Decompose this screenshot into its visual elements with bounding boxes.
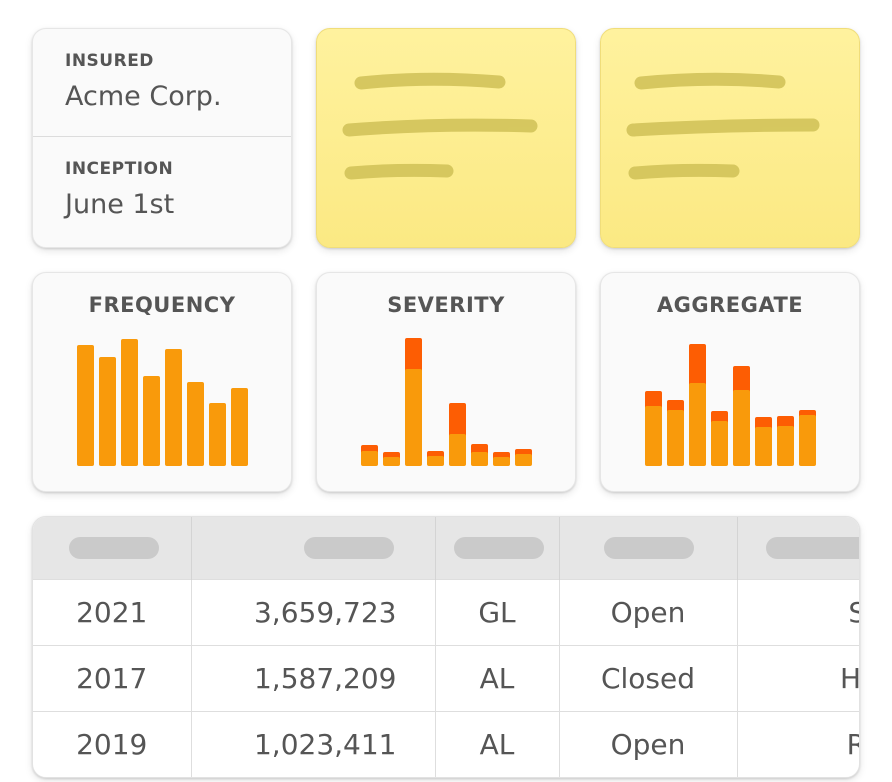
bar-segment-top[interactable] [711, 411, 728, 424]
bar-segment-base[interactable] [405, 369, 422, 466]
bar[interactable] [143, 376, 160, 466]
bar-segment-base[interactable] [645, 406, 662, 466]
line-cell: AL [435, 645, 560, 712]
description-cell: Hit a b [737, 645, 859, 712]
scribble-line [342, 118, 538, 137]
bar-segment-top[interactable] [689, 344, 706, 386]
description-cell: Rolled [737, 711, 859, 777]
year-cell: 2017 [33, 645, 192, 712]
scribble-line [344, 163, 454, 180]
bar-segment-base[interactable] [361, 451, 378, 466]
table-header-row [33, 517, 859, 580]
status-cell: Open [559, 711, 738, 777]
bar-segment-top[interactable] [733, 366, 750, 393]
line-cell: AL [435, 711, 560, 777]
chart-title: FREQUENCY [88, 293, 236, 317]
table-row[interactable]: 2017 1,587,209 AL Closed Hit a b [33, 645, 859, 712]
aggregate-bar-chart [645, 344, 816, 466]
scribble-line [354, 72, 506, 90]
bar-segment-top[interactable] [777, 416, 794, 429]
scribble-line [628, 163, 740, 180]
table-row[interactable]: 2021 3,659,723 GL Open Storm [33, 579, 859, 646]
header-placeholder [303, 537, 394, 559]
bar-segment-base[interactable] [799, 415, 816, 466]
bar-segment-base[interactable] [427, 456, 444, 466]
column-header[interactable] [559, 517, 738, 580]
frequency-chart-card[interactable]: FREQUENCY [32, 272, 292, 492]
scribble-lines [342, 72, 538, 180]
column-header[interactable] [737, 517, 859, 580]
sticky-note[interactable] [316, 28, 576, 248]
header-placeholder [765, 537, 859, 559]
bar-segment-base[interactable] [471, 452, 488, 466]
header-placeholder [453, 537, 544, 559]
bar[interactable] [165, 349, 182, 466]
insured-section: INSURED Acme Corp. [33, 29, 291, 137]
bar-segment-base[interactable] [515, 454, 532, 466]
bar-segment-base[interactable] [667, 410, 684, 466]
description-cell: Storm [737, 579, 859, 646]
insured-label: INSURED [65, 51, 154, 71]
bar-segment-base[interactable] [755, 427, 772, 466]
table-row[interactable]: 2019 1,023,411 AL Open Rolled [33, 711, 859, 777]
bar-segment-top[interactable] [667, 400, 684, 413]
chart-title: AGGREGATE [656, 293, 804, 317]
bar-segment-top[interactable] [449, 403, 466, 437]
frequency-bar-chart [77, 339, 248, 466]
insured-value: Acme Corp. [65, 81, 222, 112]
severity-chart-card[interactable]: SEVERITY [316, 272, 576, 492]
bar-segment-base[interactable] [711, 421, 728, 466]
column-header[interactable] [191, 517, 436, 580]
header-placeholder [69, 537, 159, 559]
bar[interactable] [209, 403, 226, 466]
amount-cell: 3,659,723 [191, 579, 436, 646]
bar[interactable] [121, 339, 138, 466]
bar-segment-base[interactable] [733, 390, 750, 466]
chart-title: SEVERITY [387, 293, 505, 317]
column-header[interactable] [33, 517, 192, 580]
status-cell: Open [559, 579, 738, 646]
amount-cell: 1,587,209 [191, 645, 436, 712]
claims-table: 2021 3,659,723 GL Open Storm 2017 1,587,… [32, 516, 860, 778]
bar-segment-base[interactable] [777, 426, 794, 466]
bar-segment-top[interactable] [755, 417, 772, 430]
bar-segment-top[interactable] [645, 391, 662, 409]
header-placeholder [603, 537, 694, 559]
bar-segment-base[interactable] [449, 434, 466, 466]
bar[interactable] [187, 382, 204, 466]
bar-segment-base[interactable] [383, 457, 400, 466]
status-cell: Closed [559, 645, 738, 712]
bar-segment-base[interactable] [689, 383, 706, 466]
inception-value: June 1st [65, 189, 175, 220]
inception-label: INCEPTION [65, 159, 174, 179]
scribble-line [626, 118, 820, 137]
amount-cell: 1,023,411 [191, 711, 436, 777]
year-cell: 2019 [33, 711, 192, 777]
bar[interactable] [77, 345, 94, 466]
bar[interactable] [99, 357, 116, 466]
aggregate-chart-card[interactable]: AGGREGATE [600, 272, 860, 492]
year-cell: 2021 [33, 579, 192, 646]
bar-segment-base[interactable] [493, 457, 510, 466]
bar-segment-top[interactable] [405, 338, 422, 372]
scribble-line [634, 72, 786, 90]
bar[interactable] [231, 388, 248, 466]
policy-info-card: INSURED Acme Corp. INCEPTION June 1st [32, 28, 292, 248]
severity-bar-chart [361, 338, 532, 466]
inception-section: INCEPTION June 1st [33, 137, 291, 247]
column-header[interactable] [435, 517, 560, 580]
sticky-note[interactable] [600, 28, 860, 248]
scribble-lines [626, 72, 820, 180]
line-cell: GL [435, 579, 560, 646]
